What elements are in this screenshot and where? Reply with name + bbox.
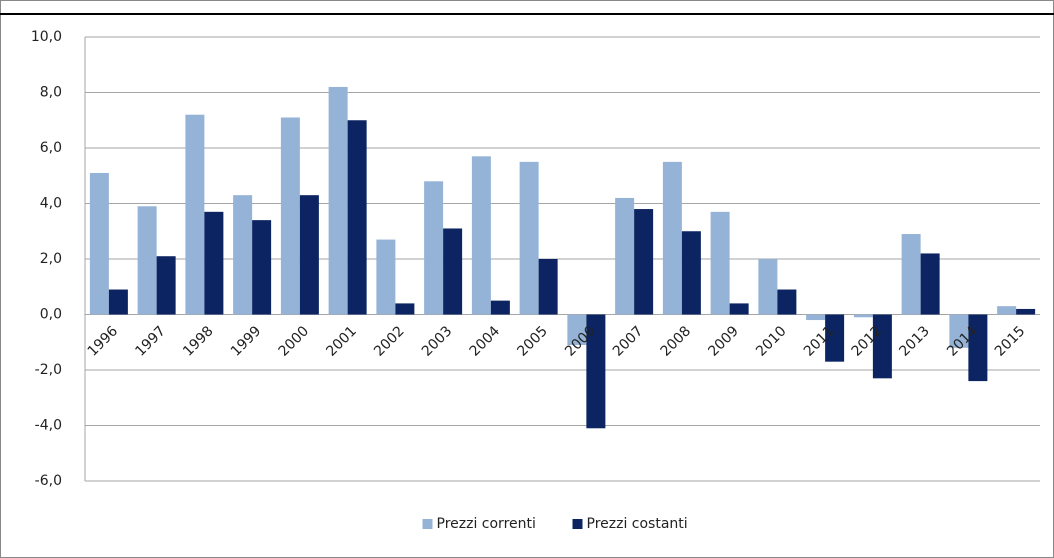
y-tick-label: 10,0 xyxy=(31,29,62,45)
bar xyxy=(347,120,367,315)
bar xyxy=(108,289,128,315)
bar xyxy=(185,114,205,315)
bar xyxy=(853,314,873,318)
legend-swatch xyxy=(572,519,583,529)
bar xyxy=(376,239,396,315)
bar xyxy=(806,314,826,321)
bar xyxy=(662,161,682,315)
bar xyxy=(1016,308,1036,315)
bar xyxy=(777,289,797,315)
bar xyxy=(328,86,348,315)
bar xyxy=(968,314,988,382)
y-tick-label: 6,0 xyxy=(40,140,62,156)
legend-swatch xyxy=(422,519,433,529)
bar xyxy=(233,195,253,315)
bar xyxy=(204,211,224,315)
legend-label: Prezzi costanti xyxy=(587,516,688,532)
legend-label: Prezzi correnti xyxy=(437,516,536,532)
bar xyxy=(920,253,940,315)
bar xyxy=(586,314,606,429)
bar xyxy=(471,156,491,315)
bar xyxy=(89,172,109,315)
bar xyxy=(681,231,701,315)
bar xyxy=(997,306,1017,315)
bar xyxy=(252,220,272,315)
y-tick-label: -6,0 xyxy=(35,473,62,489)
bar xyxy=(280,117,300,315)
bar xyxy=(872,314,892,379)
bar xyxy=(729,303,749,315)
bar xyxy=(615,197,635,315)
bar xyxy=(825,314,845,362)
y-tick-label: 2,0 xyxy=(40,251,62,267)
bar xyxy=(395,303,415,315)
y-tick-label: -4,0 xyxy=(35,418,62,434)
y-tick-label: 4,0 xyxy=(40,196,62,212)
bar xyxy=(299,195,319,315)
bar xyxy=(758,259,778,315)
bar xyxy=(490,300,510,315)
y-tick-label: 0,0 xyxy=(40,307,62,323)
y-tick-label: 8,0 xyxy=(40,85,62,101)
bar xyxy=(443,228,463,315)
bar xyxy=(137,206,157,315)
bar xyxy=(949,314,969,348)
bar xyxy=(538,259,558,315)
bar xyxy=(901,234,921,315)
bar xyxy=(567,314,587,346)
y-tick-label: -2,0 xyxy=(35,362,62,378)
bar xyxy=(710,211,730,315)
bar xyxy=(634,209,654,315)
bar xyxy=(424,181,444,315)
bar xyxy=(156,256,176,315)
bar xyxy=(519,161,539,315)
